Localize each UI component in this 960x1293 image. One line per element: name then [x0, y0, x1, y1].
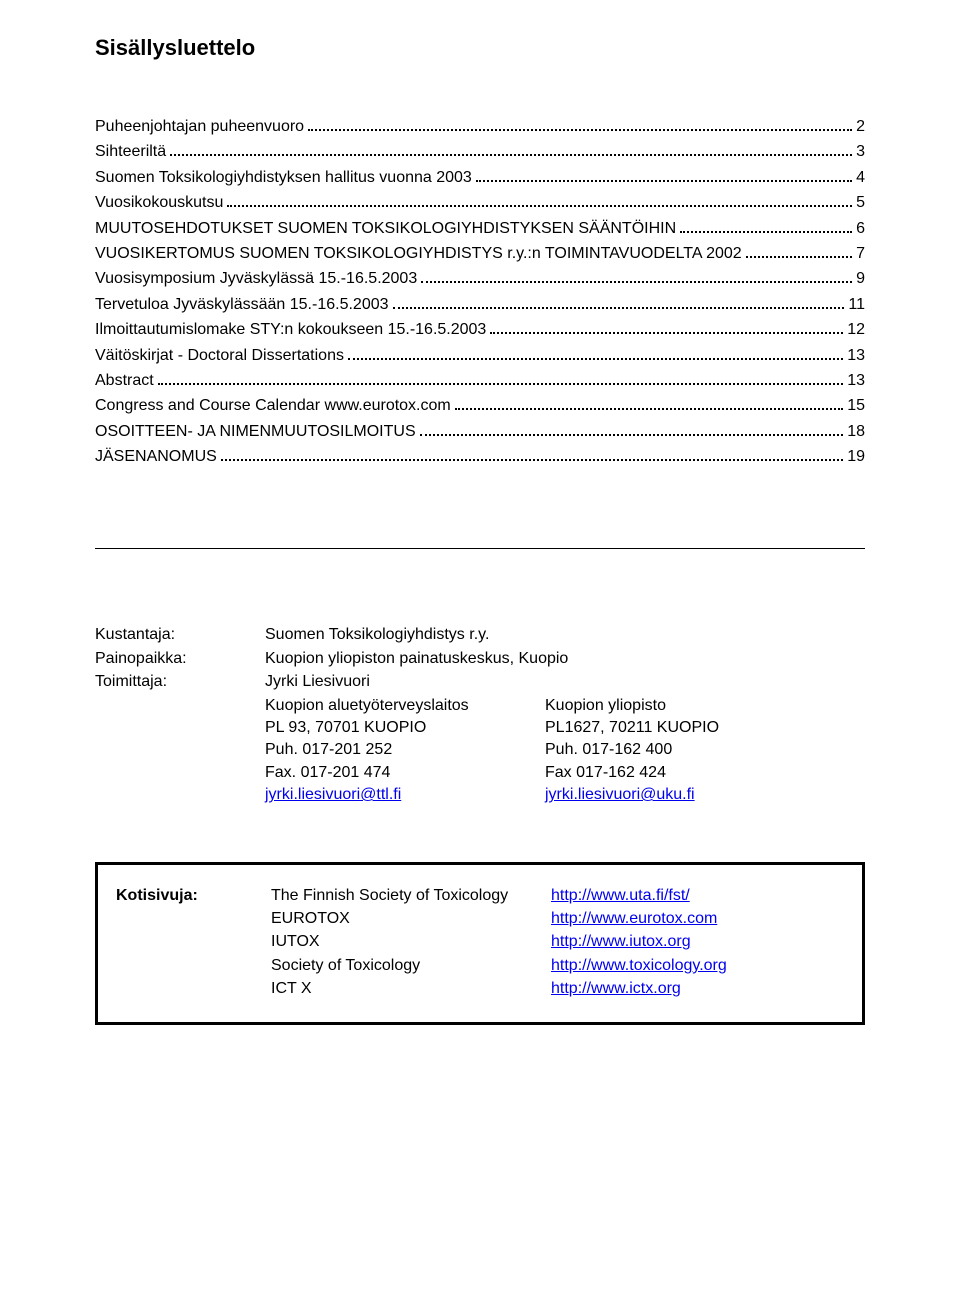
- toc-dots: [170, 154, 852, 156]
- toc-dots: [421, 281, 852, 283]
- page-title: Sisällysluettelo: [95, 35, 865, 61]
- box-row: Society of Toxicology http://www.toxicol…: [116, 955, 844, 977]
- toc-text: Puheenjohtajan puheenvuoro: [95, 116, 304, 138]
- toc-page: 2: [856, 116, 865, 138]
- toc-page: 6: [856, 218, 865, 240]
- separator-line: [95, 548, 865, 549]
- toc-entry: Väitöskirjat - Doctoral Dissertations 13: [95, 345, 865, 367]
- printplace-label: Painopaikka:: [95, 648, 265, 670]
- table-of-contents: Puheenjohtajan puheenvuoro 2 Sihteeriltä…: [95, 116, 865, 468]
- toc-dots: [476, 180, 852, 182]
- toc-entry: Sihteeriltä 3: [95, 141, 865, 163]
- toc-text: MUUTOSEHDOTUKSET SUOMEN TOKSIKOLOGIYHDIS…: [95, 218, 676, 240]
- toc-page: 5: [856, 192, 865, 214]
- box-label: Kotisivuja:: [116, 885, 271, 907]
- link-url[interactable]: http://www.toxicology.org: [551, 957, 727, 974]
- addr-right: PL1627, 70211 KUOPIO: [545, 717, 865, 739]
- link-name: EUROTOX: [271, 908, 551, 930]
- link-url[interactable]: http://www.ictx.org: [551, 980, 681, 997]
- link-name: Society of Toxicology: [271, 955, 551, 977]
- toc-page: 4: [856, 167, 865, 189]
- toc-entry: Suomen Toksikologiyhdistyksen hallitus v…: [95, 167, 865, 189]
- link-name: ICT X: [271, 978, 551, 1000]
- link-name: IUTOX: [271, 931, 551, 953]
- editor-label: Toimittaja:: [95, 671, 265, 693]
- toc-dots: [227, 205, 852, 207]
- toc-page: 12: [847, 319, 865, 341]
- toc-text: Vuosikokouskutsu: [95, 192, 223, 214]
- toc-entry: VUOSIKERTOMUS SUOMEN TOKSIKOLOGIYHDISTYS…: [95, 243, 865, 265]
- toc-page: 7: [856, 243, 865, 265]
- link-url[interactable]: http://www.uta.fi/fst/: [551, 887, 690, 904]
- toc-text: Ilmoittautumislomake STY:n kokoukseen 15…: [95, 319, 486, 341]
- link-url[interactable]: http://www.iutox.org: [551, 933, 691, 950]
- toc-text: OSOITTEEN- JA NIMENMUUTOSILMOITUS: [95, 421, 416, 443]
- toc-entry: JÄSENANOMUS 19: [95, 446, 865, 468]
- toc-dots: [221, 459, 843, 461]
- box-row: EUROTOX http://www.eurotox.com: [116, 908, 844, 930]
- toc-entry: OSOITTEEN- JA NIMENMUUTOSILMOITUS 18: [95, 421, 865, 443]
- toc-text: Congress and Course Calendar www.eurotox…: [95, 395, 451, 417]
- tel-right: Puh. 017-162 400: [545, 739, 865, 761]
- org-right: Kuopion yliopisto: [545, 695, 865, 717]
- box-row: IUTOX http://www.iutox.org: [116, 931, 844, 953]
- addr-left: PL 93, 70701 KUOPIO: [265, 717, 545, 739]
- publisher-row: Kustantaja: Suomen Toksikologiyhdistys r…: [95, 624, 865, 646]
- toc-text: Sihteeriltä: [95, 141, 166, 163]
- toc-page: 13: [847, 345, 865, 367]
- contact-left-column: Kuopion aluetyöterveyslaitos PL 93, 7070…: [265, 695, 545, 807]
- publisher-label: Kustantaja:: [95, 624, 265, 646]
- toc-dots: [746, 256, 852, 258]
- toc-entry: Tervetuloa Jyväskylässään 15.-16.5.2003 …: [95, 294, 865, 316]
- toc-page: 18: [847, 421, 865, 443]
- toc-dots: [393, 307, 845, 309]
- toc-dots: [308, 129, 852, 131]
- link-url[interactable]: http://www.eurotox.com: [551, 910, 717, 927]
- toc-page: 15: [847, 395, 865, 417]
- toc-entry: Congress and Course Calendar www.eurotox…: [95, 395, 865, 417]
- contact-columns: Kuopion aluetyöterveyslaitos PL 93, 7070…: [265, 695, 865, 807]
- toc-text: JÄSENANOMUS: [95, 446, 217, 468]
- email-left-link[interactable]: jyrki.liesivuori@ttl.fi: [265, 786, 401, 803]
- toc-entry: Puheenjohtajan puheenvuoro 2: [95, 116, 865, 138]
- toc-entry: Abstract 13: [95, 370, 865, 392]
- links-box: Kotisivuja: The Finnish Society of Toxic…: [95, 862, 865, 1025]
- toc-page: 3: [856, 141, 865, 163]
- toc-page: 11: [848, 294, 865, 316]
- toc-page: 13: [847, 370, 865, 392]
- toc-text: VUOSIKERTOMUS SUOMEN TOKSIKOLOGIYHDISTYS…: [95, 243, 742, 265]
- box-row: Kotisivuja: The Finnish Society of Toxic…: [116, 885, 844, 907]
- toc-dots: [680, 231, 852, 233]
- toc-page: 19: [847, 446, 865, 468]
- contact-right-column: Kuopion yliopisto PL1627, 70211 KUOPIO P…: [545, 695, 865, 807]
- toc-dots: [490, 332, 843, 334]
- toc-text: Vuosisymposium Jyväskylässä 15.-16.5.200…: [95, 268, 417, 290]
- link-name: The Finnish Society of Toxicology: [271, 885, 551, 907]
- fax-right: Fax 017-162 424: [545, 762, 865, 784]
- email-right-link[interactable]: jyrki.liesivuori@uku.fi: [545, 786, 695, 803]
- toc-text: Väitöskirjat - Doctoral Dissertations: [95, 345, 344, 367]
- toc-dots: [420, 434, 844, 436]
- tel-left: Puh. 017-201 252: [265, 739, 545, 761]
- box-row: ICT X http://www.ictx.org: [116, 978, 844, 1000]
- org-left: Kuopion aluetyöterveyslaitos: [265, 695, 545, 717]
- toc-page: 9: [856, 268, 865, 290]
- toc-entry: Vuosikokouskutsu 5: [95, 192, 865, 214]
- toc-dots: [158, 383, 844, 385]
- publisher-value: Suomen Toksikologiyhdistys r.y.: [265, 624, 865, 646]
- fax-left: Fax. 017-201 474: [265, 762, 545, 784]
- printplace-value: Kuopion yliopiston painatuskeskus, Kuopi…: [265, 648, 865, 670]
- printplace-row: Painopaikka: Kuopion yliopiston painatus…: [95, 648, 865, 670]
- info-section: Kustantaja: Suomen Toksikologiyhdistys r…: [95, 624, 865, 806]
- toc-text: Suomen Toksikologiyhdistyksen hallitus v…: [95, 167, 472, 189]
- toc-entry: MUUTOSEHDOTUKSET SUOMEN TOKSIKOLOGIYHDIS…: [95, 218, 865, 240]
- toc-dots: [455, 408, 843, 410]
- toc-text: Abstract: [95, 370, 154, 392]
- toc-entry: Vuosisymposium Jyväskylässä 15.-16.5.200…: [95, 268, 865, 290]
- editor-row: Toimittaja: Jyrki Liesivuori: [95, 671, 865, 693]
- editor-value: Jyrki Liesivuori: [265, 671, 865, 693]
- toc-text: Tervetuloa Jyväskylässään 15.-16.5.2003: [95, 294, 389, 316]
- toc-entry: Ilmoittautumislomake STY:n kokoukseen 15…: [95, 319, 865, 341]
- toc-dots: [348, 358, 843, 360]
